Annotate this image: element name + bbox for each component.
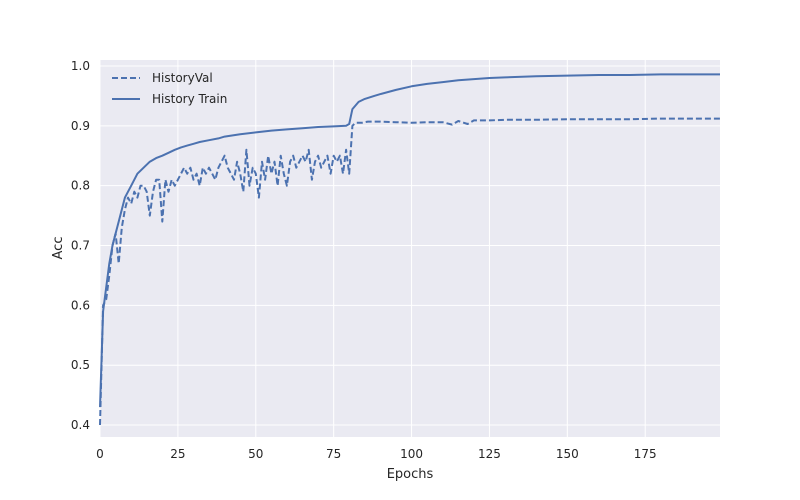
series-lines <box>99 73 720 426</box>
x-tick-label: 50 <box>248 447 263 461</box>
y-tick-label: 1.0 <box>71 59 90 73</box>
x-tick-label: 175 <box>634 447 657 461</box>
x-tick-label: 125 <box>478 447 501 461</box>
y-tick-label: 0.5 <box>71 358 90 372</box>
y-tick-label: 0.9 <box>71 119 90 133</box>
x-axis-title: Epochs <box>387 467 434 482</box>
y-tick-label: 0.4 <box>71 418 90 432</box>
x-tick-label: 75 <box>326 447 341 461</box>
y-tick-label: 0.6 <box>71 298 90 312</box>
tick-labels: 0 25 50 75 100 125 150 175 0.4 0.5 0.6 0.7 0.8 0.9 1.0 <box>71 59 657 461</box>
plot-background <box>100 60 720 437</box>
legend: HistoryVal History Train <box>112 71 227 106</box>
y-axis-title: Acc <box>51 237 66 260</box>
x-tick-label: 25 <box>170 447 185 461</box>
y-tick-label: 0.7 <box>71 239 90 253</box>
x-tick-label: 150 <box>556 447 579 461</box>
series-line-historyval <box>99 117 720 426</box>
series-line-history-train <box>99 73 720 408</box>
y-tick-label: 0.8 <box>71 179 90 193</box>
x-tick-label: 0 <box>96 447 104 461</box>
x-tick-label: 100 <box>400 447 423 461</box>
grid-lines <box>99 60 720 437</box>
legend-label-history-train: History Train <box>152 92 227 106</box>
legend-label-historyval: HistoryVal <box>152 71 213 85</box>
